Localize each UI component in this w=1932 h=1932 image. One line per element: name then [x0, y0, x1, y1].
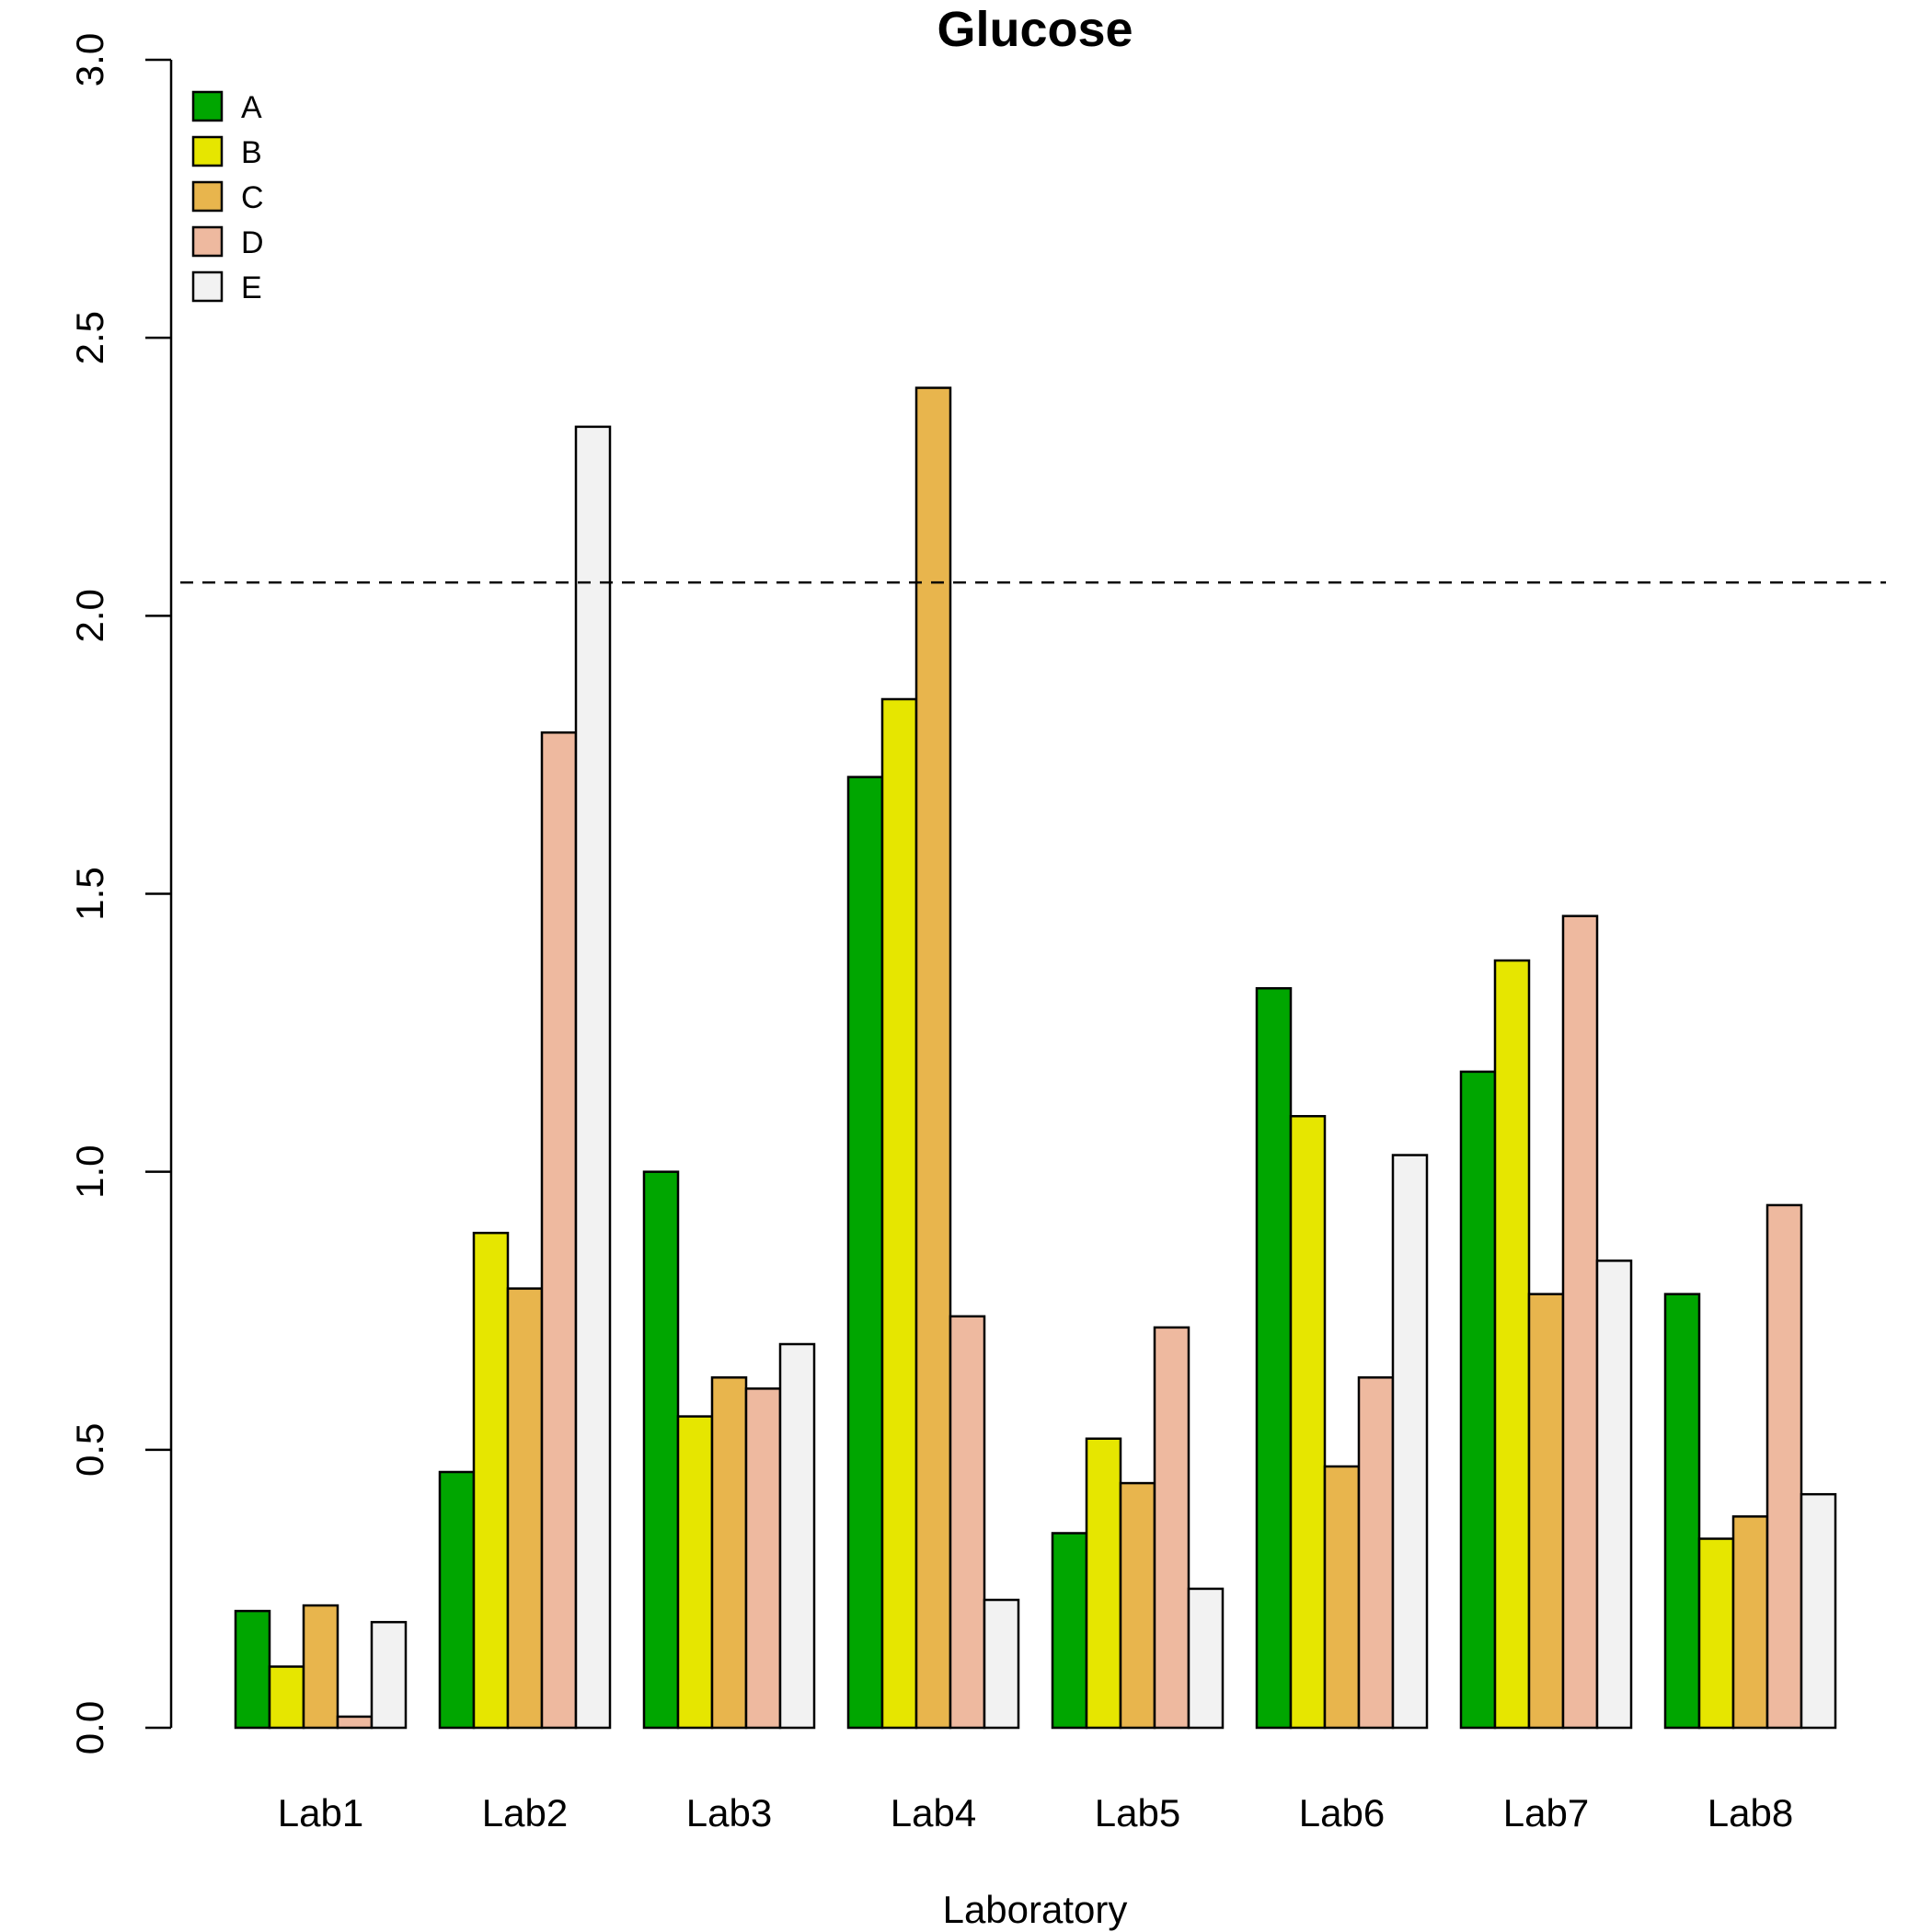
- bar-lab7-a: [1459, 1070, 1497, 1730]
- bar-lab2-d: [540, 730, 578, 1730]
- legend-swatch-e: [191, 270, 224, 303]
- bar-lab4-e: [983, 1598, 1020, 1730]
- x-tick-label: Lab6: [1299, 1791, 1385, 1834]
- x-tick-label: Lab1: [278, 1791, 363, 1834]
- bar-lab8-e: [1800, 1492, 1837, 1730]
- legend-swatch-a: [191, 90, 224, 122]
- bar-lab8-b: [1697, 1537, 1735, 1730]
- legend-label-c: C: [241, 180, 264, 215]
- bar-lab8-c: [1731, 1515, 1769, 1730]
- bar-lab7-b: [1493, 959, 1531, 1730]
- bar-lab3-b: [676, 1415, 714, 1730]
- bar-lab6-e: [1391, 1154, 1429, 1730]
- y-tick-label: 1.0: [68, 1144, 111, 1198]
- y-tick-label: 0.5: [68, 1423, 111, 1477]
- bar-lab1-e: [370, 1620, 408, 1730]
- x-axis-label: Laboratory: [943, 1888, 1128, 1931]
- bar-lab6-c: [1323, 1465, 1361, 1730]
- legend-swatch-c: [191, 180, 224, 213]
- bar-lab4-d: [949, 1315, 986, 1730]
- y-tick-label: 3.0: [68, 33, 111, 86]
- chart-title: Glucose: [937, 2, 1133, 57]
- bar-lab8-d: [1765, 1203, 1803, 1730]
- legend-label-e: E: [241, 270, 262, 305]
- x-tick-label: Lab3: [686, 1791, 772, 1834]
- x-tick-label: Lab2: [482, 1791, 568, 1834]
- bar-lab3-c: [710, 1376, 748, 1730]
- bar-lab4-c: [914, 386, 952, 1730]
- bar-lab6-d: [1357, 1376, 1395, 1730]
- bar-lab5-d: [1153, 1326, 1190, 1730]
- x-tick-labels: Lab1 Lab2 Lab3 Lab4 Lab5 Lab6 Lab7 Lab8: [278, 1791, 1793, 1834]
- y-tick-label: 0.0: [68, 1701, 111, 1754]
- bar-lab2-e: [574, 425, 612, 1730]
- bar-lab2-b: [472, 1231, 510, 1730]
- y-tick-label: 2.0: [68, 589, 111, 642]
- bar-lab4-b: [880, 697, 918, 1730]
- legend-swatch-d: [191, 225, 224, 258]
- bar-lab5-a: [1051, 1532, 1088, 1730]
- bar-lab3-e: [778, 1342, 816, 1730]
- x-tick-label: Lab4: [891, 1791, 976, 1834]
- bar-lab6-a: [1255, 986, 1293, 1730]
- bar-lab7-e: [1595, 1259, 1633, 1730]
- legend-label-b: B: [241, 135, 262, 170]
- bar-lab1-b: [268, 1665, 305, 1730]
- x-tick-label: Lab5: [1095, 1791, 1180, 1834]
- x-tick-label: Lab8: [1708, 1791, 1793, 1834]
- legend-swatch-b: [191, 135, 224, 167]
- bar-lab3-d: [744, 1387, 782, 1730]
- bar-lab4-a: [846, 776, 884, 1730]
- bar-lab7-c: [1527, 1293, 1565, 1730]
- bar-lab1-c: [302, 1604, 339, 1730]
- bar-lab8-a: [1663, 1293, 1701, 1730]
- y-tick-label: 2.5: [68, 311, 111, 364]
- bar-lab5-e: [1187, 1587, 1225, 1730]
- bar-lab2-c: [506, 1287, 544, 1730]
- bar-lab1-a: [234, 1609, 271, 1730]
- bar-lab5-c: [1119, 1481, 1156, 1730]
- bar-lab7-d: [1561, 914, 1599, 1730]
- bar-lab5-b: [1085, 1437, 1122, 1730]
- bar-lab6-b: [1289, 1114, 1327, 1730]
- bar-lab1-d: [336, 1715, 374, 1730]
- bar-lab2-a: [438, 1470, 476, 1730]
- bars-group: [234, 386, 1837, 1730]
- legend-label-a: A: [241, 90, 262, 125]
- y-axis: 0.0 0.5 1.0 1.5 2.0 2.5 3.0: [68, 33, 173, 1754]
- x-tick-label: Lab7: [1503, 1791, 1589, 1834]
- legend-label-d: D: [241, 225, 264, 260]
- bar-lab3-a: [642, 1170, 680, 1730]
- y-tick-label: 1.5: [68, 867, 111, 920]
